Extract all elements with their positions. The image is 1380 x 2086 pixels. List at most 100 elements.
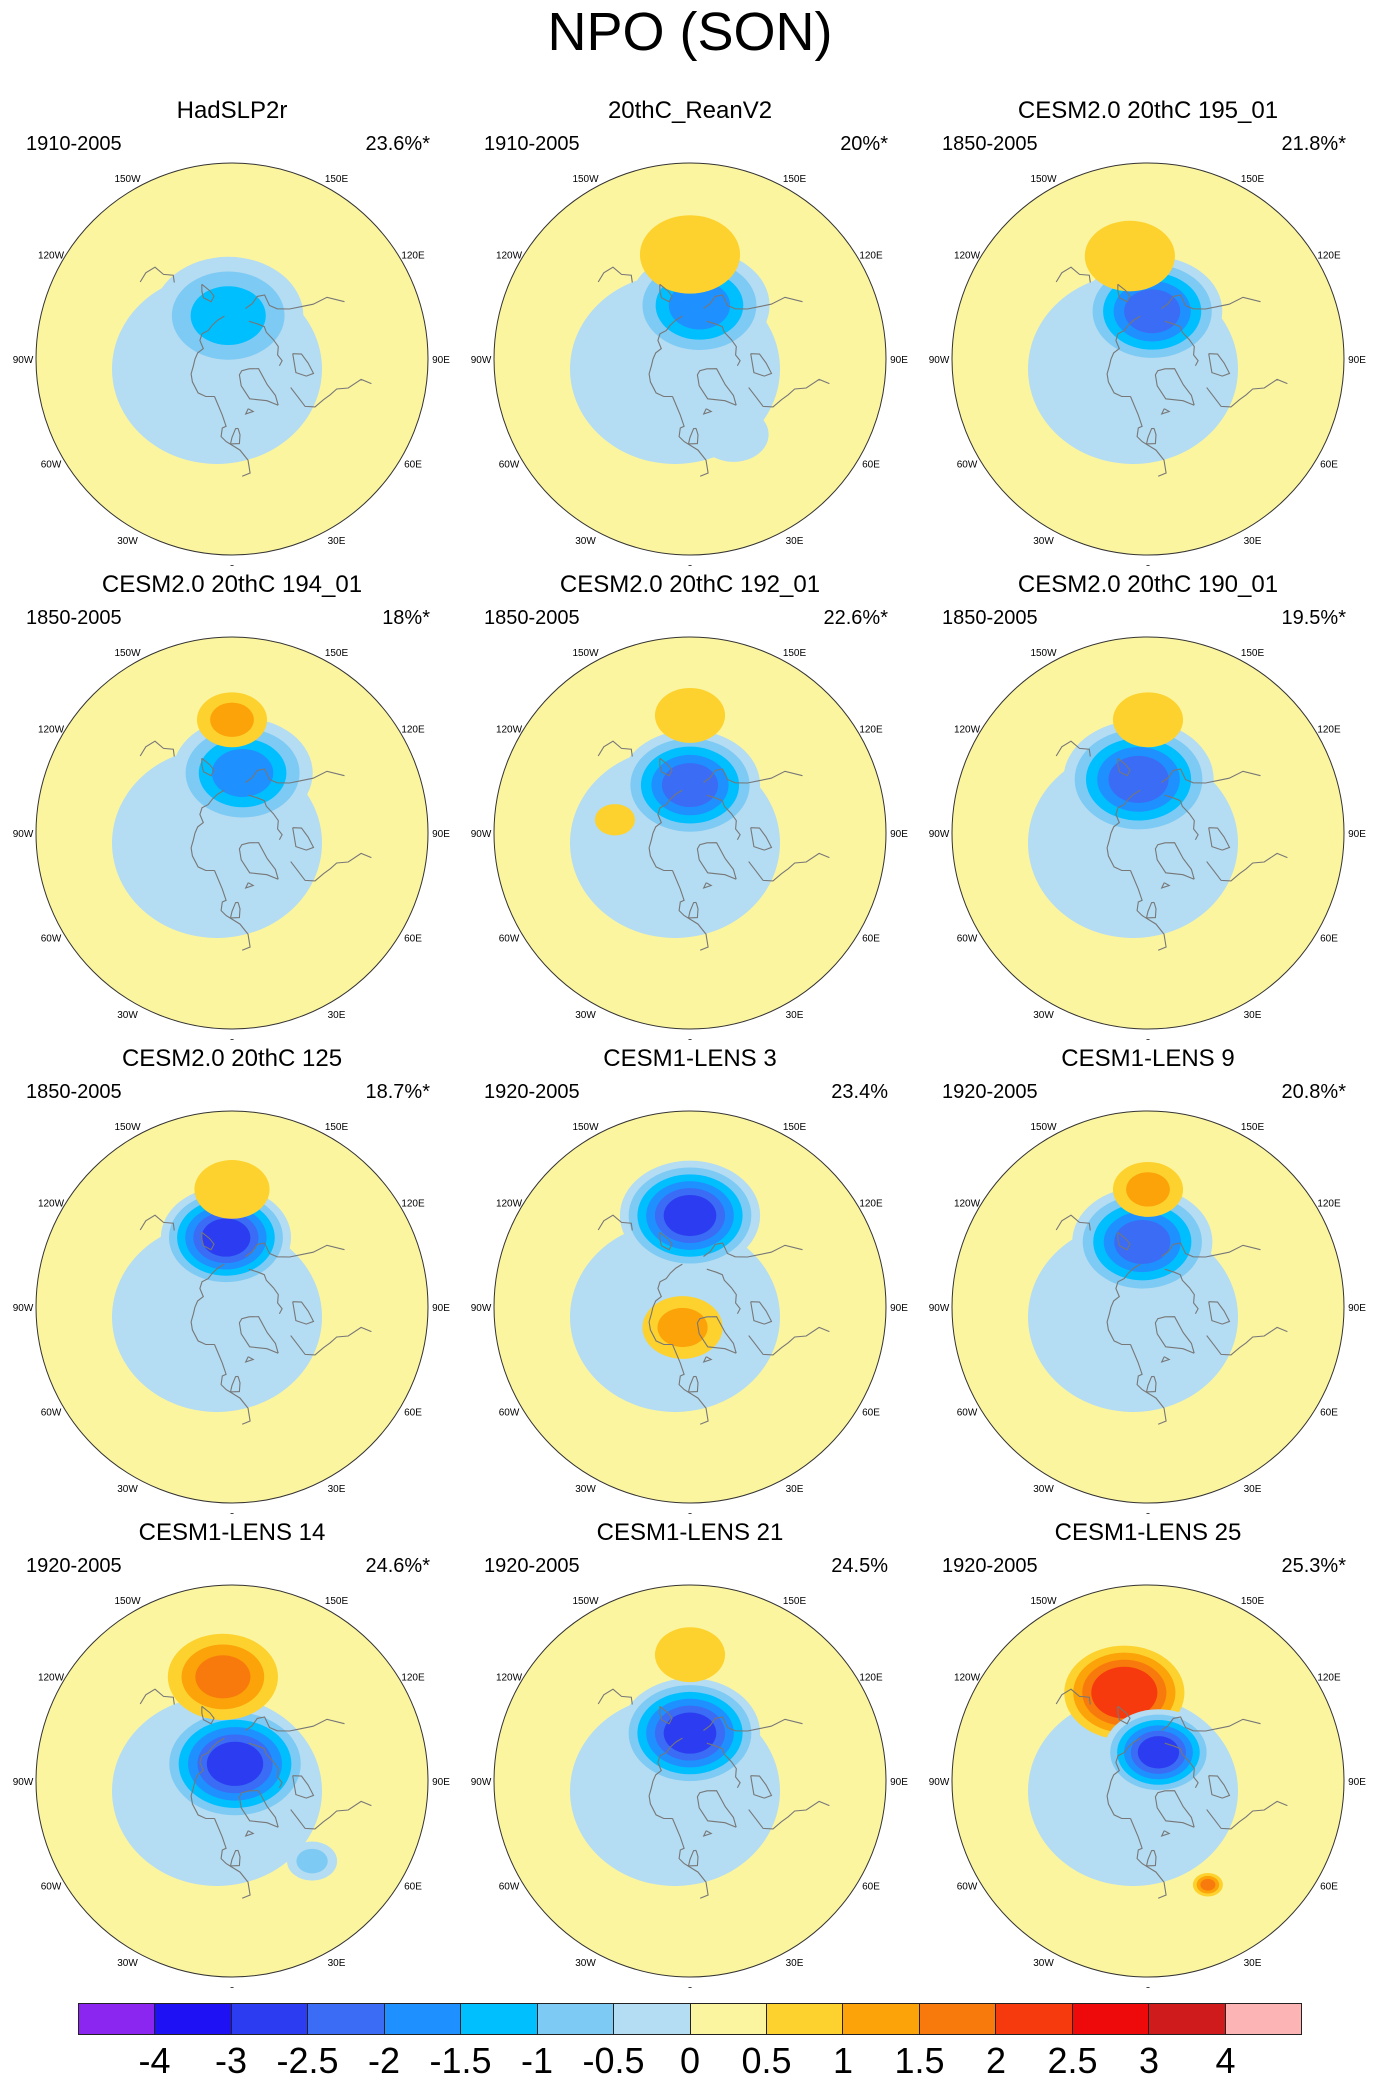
longitude-label: 120E bbox=[859, 1673, 883, 1684]
contour-fill bbox=[195, 1655, 251, 1699]
coastline bbox=[201, 1231, 215, 1251]
panel-title: CESM2.0 20thC 125 bbox=[121, 1045, 343, 1072]
colorbar-label: 1.5 bbox=[894, 2040, 945, 2081]
longitude-label: 120W bbox=[38, 1673, 65, 1684]
longitude-label: 30W bbox=[575, 1958, 596, 1969]
panel-title: CESM1-LENS 14 bbox=[138, 1519, 326, 1546]
colorbar-label: -4 bbox=[138, 2040, 171, 2081]
longitude-label: 30E bbox=[1244, 1484, 1262, 1495]
colorbar-box bbox=[79, 2004, 156, 2034]
panel-variance-explained: 19.5%* bbox=[1281, 607, 1347, 629]
coastline bbox=[702, 1830, 713, 1837]
polar-stereographic-map: 180 150E 120E 90E 60E 30E 0 30W 60W 90W 120W 150W bbox=[471, 1576, 909, 1988]
coastline bbox=[1208, 827, 1231, 851]
panel-title: CESM1-LENS 9 bbox=[1061, 1045, 1235, 1072]
contour-fill bbox=[661, 763, 719, 808]
longitude-label: 60E bbox=[404, 460, 422, 471]
coastline bbox=[1145, 427, 1157, 445]
coastline bbox=[706, 320, 741, 366]
coastline bbox=[229, 1849, 241, 1867]
longitude-label: 150W bbox=[1030, 1596, 1057, 1607]
coastline bbox=[1206, 852, 1288, 882]
coastline bbox=[1106, 1737, 1141, 1820]
colorbar-box bbox=[614, 2004, 691, 2034]
colorbar-label: -1.5 bbox=[429, 2040, 492, 2081]
colorbar-label: 0 bbox=[679, 2040, 701, 2081]
coastline bbox=[648, 1263, 683, 1346]
coastline bbox=[702, 882, 713, 889]
longitude-label: 30W bbox=[575, 1010, 596, 1021]
coastline bbox=[1154, 1790, 1195, 1828]
longitude-label: 90E bbox=[1348, 1303, 1366, 1314]
coastline bbox=[139, 266, 175, 283]
coastline bbox=[213, 1344, 251, 1425]
map-panel: CESM1-LENS 14 1920-2005 24.6%* 180 150E 120E 9… bbox=[12, 1518, 452, 1988]
coastline bbox=[687, 427, 699, 445]
panel-period: 1920-2005 bbox=[942, 1081, 1038, 1103]
longitude-label: 0 bbox=[687, 1038, 693, 1040]
longitude-label: 150E bbox=[325, 648, 349, 659]
longitude-label: 150W bbox=[114, 1122, 141, 1133]
coastline bbox=[702, 1356, 713, 1363]
coastline bbox=[687, 901, 699, 919]
coastline bbox=[238, 368, 279, 406]
longitude-label: 60W bbox=[957, 934, 978, 945]
coastline bbox=[1164, 1268, 1199, 1314]
coastline bbox=[703, 1716, 803, 1732]
coastline bbox=[1145, 901, 1157, 919]
polar-stereographic-map: 180 150E 120E 90E 60E 30E 0 30W 60W 90W 120W 150W bbox=[13, 154, 451, 566]
longitude-label: 180 bbox=[1140, 154, 1157, 157]
map-panel: CESM2.0 20thC 192_01 1850-2005 22.6%* 180 15… bbox=[470, 570, 910, 1040]
panel-period: 1910-2005 bbox=[484, 133, 580, 155]
coastline bbox=[244, 1356, 255, 1363]
coastline bbox=[703, 768, 803, 784]
colorbar-label: 2 bbox=[985, 2040, 1007, 2081]
longitude-label: 60E bbox=[862, 460, 880, 471]
polar-stereographic-map: 180 150E 120E 90E 60E 30E 0 30W 60W 90W 120W 150W bbox=[929, 1102, 1367, 1514]
colorbar-box bbox=[384, 2004, 462, 2034]
longitude-label: 120W bbox=[38, 251, 65, 262]
map-panel: HadSLP2r 1910-2005 23.6%* 180 150E 120E 90E 60E… bbox=[12, 96, 452, 566]
coastline bbox=[1208, 1301, 1231, 1325]
panel-title: CESM1-LENS 21 bbox=[596, 1519, 784, 1546]
polar-stereographic-map: 180 150E 120E 90E 60E 30E 0 30W 60W 90W 120W 150W bbox=[13, 1576, 451, 1988]
colorbar-box bbox=[1072, 2004, 1150, 2034]
longitude-label: 90E bbox=[432, 1777, 450, 1788]
panel-title: CESM2.0 20thC 190_01 bbox=[1017, 571, 1279, 598]
coastline bbox=[1055, 740, 1091, 757]
longitude-label: 150W bbox=[572, 174, 599, 185]
longitude-label: 30E bbox=[786, 1958, 804, 1969]
coastline bbox=[671, 1818, 709, 1899]
map-boundary bbox=[493, 162, 887, 556]
polar-stereographic-map: 180 150E 120E 90E 60E 30E 0 30W 60W 90W 120W 150W bbox=[13, 628, 451, 1040]
coastline bbox=[1160, 1830, 1171, 1837]
colorbar-label: 3 bbox=[1138, 2040, 1160, 2081]
contour-fill bbox=[1108, 755, 1169, 803]
longitude-label: 90E bbox=[890, 829, 908, 840]
colorbar-label: 1 bbox=[832, 2040, 854, 2081]
coastline bbox=[1208, 353, 1231, 377]
coastline bbox=[292, 353, 315, 377]
contour-fill bbox=[201, 1218, 251, 1257]
coastline bbox=[1129, 1818, 1167, 1899]
longitude-label: 120W bbox=[496, 725, 523, 736]
contour-fill bbox=[296, 1848, 328, 1874]
map-boundary bbox=[951, 636, 1345, 1030]
coastline bbox=[245, 768, 345, 784]
colorbar-box bbox=[155, 2004, 232, 2034]
longitude-label: 60W bbox=[499, 934, 520, 945]
longitude-label: 120E bbox=[1317, 1199, 1341, 1210]
coastline bbox=[1117, 1705, 1131, 1725]
panel-title: HadSLP2r bbox=[176, 97, 288, 124]
longitude-label: 150E bbox=[1241, 1122, 1265, 1133]
panel-period: 1850-2005 bbox=[26, 1081, 122, 1103]
polar-stereographic-map: 180 150E 120E 90E 60E 30E 0 30W 60W 90W 120W 150W bbox=[929, 154, 1367, 566]
coastline bbox=[1161, 1242, 1261, 1258]
coastline bbox=[1117, 1231, 1131, 1251]
map-boundary bbox=[35, 162, 429, 556]
panel-period: 1920-2005 bbox=[942, 1555, 1038, 1577]
longitude-label: 90W bbox=[471, 1303, 492, 1314]
coastline bbox=[1160, 882, 1171, 889]
coastline bbox=[292, 1775, 315, 1799]
longitude-label: 90W bbox=[929, 1777, 950, 1788]
